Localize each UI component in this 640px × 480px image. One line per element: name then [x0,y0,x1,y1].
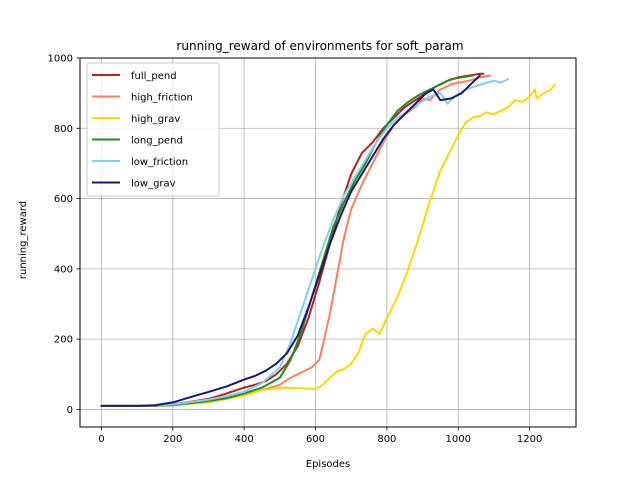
legend-label: high_grav [131,114,180,125]
y-tick-label: 400 [54,264,73,275]
chart-title: running_reward of environments for soft_… [176,39,463,53]
x-tick-label: 1000 [446,434,471,445]
y-tick-label: 800 [54,124,73,135]
legend: full_pend high_friction high_grav long_pend… [86,62,220,197]
y-tick-label: 600 [54,194,73,205]
series-line-low-grav [100,74,481,407]
series-layer [100,72,556,407]
y-axis: 0 200 400 600 800 1000 [48,54,80,416]
x-tick-label: 400 [235,434,254,445]
legend-box [86,62,220,197]
y-tick-label: 0 [67,405,73,416]
y-tick-label: 1000 [48,54,73,65]
legend-label: low_grav [131,179,176,190]
x-axis-label: Episodes [306,459,350,470]
series-line-long-pend [100,74,474,407]
plot-frame [79,57,577,428]
legend-label: high_friction [131,93,193,104]
x-tick-label: 0 [98,434,104,445]
legend-label: full_pend [131,71,177,82]
x-tick-label: 800 [377,434,396,445]
x-tick-label: 1200 [517,434,542,445]
y-tick-label: 200 [54,335,73,346]
x-tick-label: 600 [306,434,325,445]
series-line-high-grav [100,83,556,407]
y-axis-label: running_reward [18,201,29,279]
x-tick-label: 200 [163,434,182,445]
x-axis: 0 200 400 600 800 1000 1200 [98,427,542,445]
legend-label: long_pend [131,136,183,147]
legend-label: low_friction [131,157,188,168]
